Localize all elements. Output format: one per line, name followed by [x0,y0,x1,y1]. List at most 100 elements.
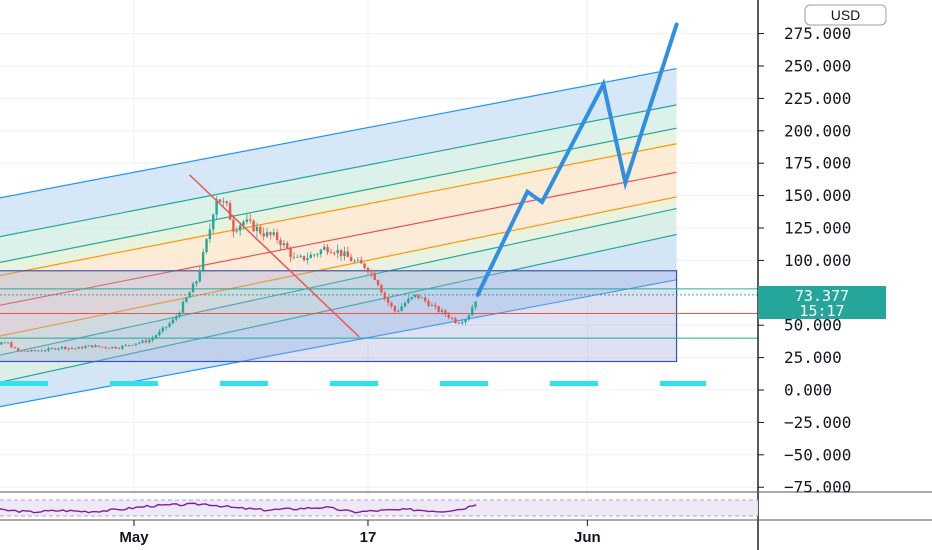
price-tick-label: 100.000 [784,251,851,270]
price-tick-label: 0.000 [784,381,832,400]
candle-body [299,255,302,257]
candle-body [235,230,238,232]
candle-body [141,340,144,343]
candle-body [460,322,464,324]
channel-band [0,128,677,276]
candle-body [178,312,181,317]
candle-body [111,346,114,349]
candle-body [124,344,127,346]
candle-body [33,350,37,351]
candle-body [185,297,188,302]
candle-body [201,252,205,271]
candle-body [6,342,10,344]
candle-body [175,316,178,320]
candle-body [161,327,164,332]
candle-body [353,260,356,262]
forecast-polyline [475,22,679,297]
candle-body [255,226,259,232]
candle-body [323,246,326,250]
candle-body [326,246,329,253]
candle-body [410,297,413,299]
price-tick-label: 150.000 [784,186,851,205]
candle-body [306,258,309,261]
price-tick-label: 200.000 [784,121,851,140]
down-trendline [189,174,360,338]
candle-body [346,251,349,258]
channel-level-line [0,127,677,264]
candle-body [154,335,158,338]
price-tick-label: 25.000 [784,348,842,367]
candle-body [349,257,353,262]
candle-body [279,239,282,246]
candle-body [40,350,43,352]
candle-body [467,315,471,320]
price-tag-countdown: 15:17 [799,302,844,320]
candle-body [373,272,376,281]
candle-body [262,233,265,237]
candle-body [131,344,134,346]
price-tick-label: 50.000 [784,316,842,335]
candle-body [245,219,249,222]
candle-body [329,252,333,254]
candle-body [393,306,397,312]
candle-body [87,345,90,347]
candle-body [107,347,111,349]
candle-body [286,243,289,249]
candle-body [13,347,16,349]
candle-body [50,348,53,350]
candle-body [471,307,474,316]
candle-body [127,344,131,346]
candle-body [407,298,410,303]
candle-body [225,201,228,204]
candle-body [67,348,70,349]
candle-body [23,350,27,352]
candle-body [222,201,225,203]
candle-body [10,342,13,348]
candle-body [370,271,373,273]
candle-body [430,304,434,306]
candle-body [114,346,117,349]
currency-label: USD [831,7,861,23]
time-tick-label: 17 [360,529,377,546]
price-axis: 275.000 250.000 225.000 200.000 175.000 150.0… [758,24,851,497]
channel-upper-line [0,68,677,199]
candle-body [282,243,286,246]
candle-body [158,331,161,336]
candle-body [64,346,67,349]
price-tag: 73.377 15:17 [758,286,886,320]
candle-body [90,345,94,348]
candle-body [3,342,6,344]
down-trendline-line [189,174,360,338]
candle-body [390,302,393,307]
candle-body [70,348,74,349]
candle-body [417,294,420,298]
candle-body [252,220,255,232]
candle-body [151,337,154,341]
channel-lower-line [0,279,677,408]
price-tick-label: −25.000 [784,413,851,432]
candle-body [386,298,390,303]
candle-body [309,254,312,259]
rsi-pane [0,499,758,517]
candle-body [413,294,417,298]
candle-body [272,232,275,235]
candle-body [343,251,346,257]
candle-body [20,350,23,352]
price-tick-label: 250.000 [784,57,851,76]
time-tick-label: Jun [574,529,601,546]
candle-body [403,302,407,307]
candle-body [444,310,447,315]
candle-body [30,350,33,352]
candle-body [121,345,124,349]
price-candles [0,196,477,353]
candle-body [296,256,299,258]
candle-body [397,310,400,312]
currency-button[interactable]: USD [804,4,887,26]
candle-body [259,226,262,234]
candle-body [47,348,50,351]
candle-body [205,239,208,253]
candle-body [77,346,80,349]
candle-body [43,350,47,352]
candle-body [84,346,87,349]
candle-body [333,253,336,254]
